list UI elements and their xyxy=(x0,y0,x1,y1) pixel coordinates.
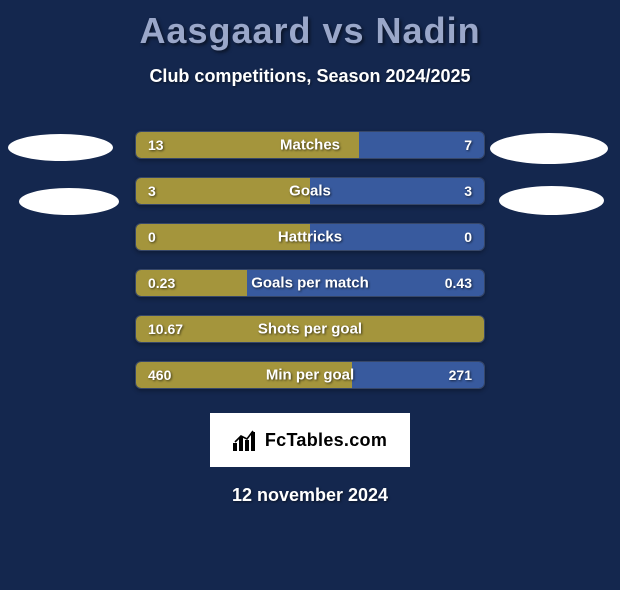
stat-bar-left xyxy=(136,178,310,204)
stat-value-right: 271 xyxy=(449,367,472,383)
stat-value-right: 0 xyxy=(464,229,472,245)
decorative-ellipse-top_right xyxy=(490,133,608,164)
stat-value-right: 3 xyxy=(464,183,472,199)
stat-label: Matches xyxy=(280,137,340,154)
stat-label: Hattricks xyxy=(278,229,342,246)
stat-label: Goals per match xyxy=(251,275,369,292)
comparison-title: Aasgaard vs Nadin xyxy=(0,10,620,52)
stat-row: Matches 13 7 xyxy=(135,131,485,159)
stat-value-left: 13 xyxy=(148,137,164,153)
logo-text: FcTables.com xyxy=(265,430,387,451)
stat-value-left: 3 xyxy=(148,183,156,199)
stat-label: Shots per goal xyxy=(258,321,362,338)
stat-value-left: 460 xyxy=(148,367,171,383)
stats-bars-container: Matches 13 7 Goals 3 3 Hattricks 0 0 Goals per ma… xyxy=(135,131,485,389)
stat-row: Goals per match 0.23 0.43 xyxy=(135,269,485,297)
stat-value-right: 0.43 xyxy=(445,275,472,291)
footer-date: 12 november 2024 xyxy=(0,485,620,506)
stat-value-left: 0 xyxy=(148,229,156,245)
decorative-ellipse-mid_right xyxy=(499,186,604,215)
stat-row: Min per goal 460 271 xyxy=(135,361,485,389)
stat-row: Hattricks 0 0 xyxy=(135,223,485,251)
decorative-ellipse-mid_left xyxy=(19,188,119,215)
stat-value-left: 10.67 xyxy=(148,321,183,337)
stat-value-left: 0.23 xyxy=(148,275,175,291)
stat-row: Shots per goal 10.67 xyxy=(135,315,485,343)
decorative-ellipse-top_left xyxy=(8,134,113,161)
stat-value-right: 7 xyxy=(464,137,472,153)
comparison-subtitle: Club competitions, Season 2024/2025 xyxy=(0,66,620,87)
bar-chart-icon xyxy=(233,429,259,451)
stat-label: Min per goal xyxy=(266,367,354,384)
stat-bar-right xyxy=(310,178,484,204)
fctables-logo: FcTables.com xyxy=(210,413,410,467)
stat-label: Goals xyxy=(289,183,331,200)
stat-row: Goals 3 3 xyxy=(135,177,485,205)
